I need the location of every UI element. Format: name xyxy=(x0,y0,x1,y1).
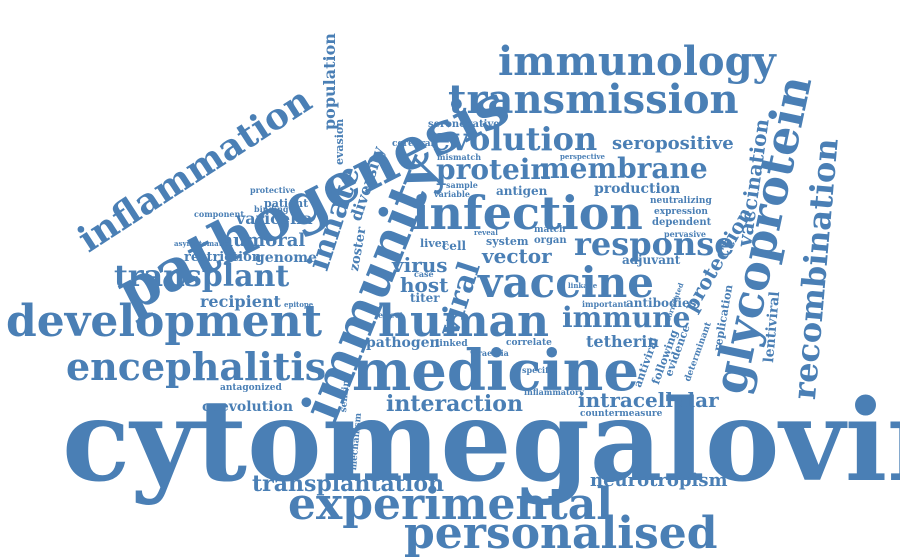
word-coevolution: coevolution xyxy=(202,399,294,415)
word-transplantation: transplantation xyxy=(252,471,444,497)
word-protective: protective xyxy=(250,185,296,195)
word-humoral: humoral xyxy=(220,230,306,251)
word-epitope: epitope xyxy=(284,300,314,309)
word-antibodies: antibodies xyxy=(626,296,697,310)
word-important: important xyxy=(582,299,628,309)
word-vaccine: vaccine xyxy=(478,258,654,307)
word-production: production xyxy=(594,181,681,197)
word-membrane: membrane xyxy=(540,152,708,185)
word-sample: sample xyxy=(446,180,478,190)
word-interaction: interaction xyxy=(386,391,523,417)
word-protein: protein xyxy=(436,153,551,186)
word-cerebral: cerebral xyxy=(392,139,434,149)
word-encephalitis: encephalitis xyxy=(66,344,327,389)
word-seropositive: seropositive xyxy=(612,133,734,154)
word-case: case xyxy=(414,269,434,279)
word-evolution: evolution xyxy=(430,120,598,158)
word-population: population xyxy=(320,33,339,130)
word-pathogen: pathogen xyxy=(366,335,440,351)
word-varicella: varicella xyxy=(236,209,313,228)
word-medicine: medicine xyxy=(352,338,640,404)
word-titer: titer xyxy=(410,291,440,305)
word-specific: specific xyxy=(522,365,556,375)
word-viraemia: viraemia xyxy=(470,348,509,358)
word-restriction: restriction xyxy=(184,250,262,265)
word-response: response xyxy=(574,225,735,263)
word-personalised: personalised xyxy=(404,508,718,559)
word-linkage: linkage xyxy=(568,281,598,290)
word-perspective: perspective xyxy=(560,152,606,161)
word-cytomegalovirus: cytomegalovirus xyxy=(62,376,900,507)
word-variable: variable xyxy=(434,189,470,199)
word-effect: effect xyxy=(378,310,404,320)
word-immunology: immunology xyxy=(498,38,776,85)
word-recipient: recipient xyxy=(200,292,281,311)
word-immune: immune xyxy=(562,301,691,334)
word-transplant: transplant xyxy=(114,259,290,294)
word-linked: linked xyxy=(436,339,468,349)
word-neutralizing: neutralizing xyxy=(650,196,712,206)
word-virus: virus xyxy=(392,253,448,277)
word-pervasive: pervasive xyxy=(664,229,707,239)
word-organ: organ xyxy=(534,235,567,246)
word-liver: liver xyxy=(420,237,448,250)
word-correlate: correlate xyxy=(506,338,552,348)
word-adjuvant: adjuvant xyxy=(622,253,681,267)
word-match: match xyxy=(534,225,566,235)
word-neurotropism: neurotropism xyxy=(590,470,728,491)
word-antagonized: antagonized xyxy=(220,383,282,393)
word-development: development xyxy=(6,296,323,347)
word-binding: binding xyxy=(254,204,289,214)
word-experimental: experimental xyxy=(288,479,613,530)
word-cell: cell xyxy=(442,239,467,253)
word-component: component xyxy=(194,209,245,219)
word-vector: vector xyxy=(482,244,552,268)
word-reveal: reveal xyxy=(474,228,498,237)
word-system: system xyxy=(486,235,529,248)
word-dependent: dependent xyxy=(652,217,712,228)
word-seronegative: seronegative xyxy=(428,119,500,130)
word-host: host xyxy=(400,273,449,297)
word-infection: infection xyxy=(412,186,643,240)
word-asymptomatic: asymptomatic xyxy=(174,239,229,248)
word-transmission: transmission xyxy=(448,76,739,123)
word-patient: patient xyxy=(264,197,309,210)
word-antigen: antigen xyxy=(496,184,548,198)
word-intracellular: intracellular xyxy=(578,388,719,412)
word-inflammatory: inflammatory xyxy=(524,387,584,397)
word-countermeasure: countermeasure xyxy=(580,409,663,419)
word-human: human xyxy=(378,296,550,347)
word-genome: genome xyxy=(255,250,317,266)
word-tetherin: tetherin xyxy=(586,332,659,351)
word-mismatch: mismatch xyxy=(437,152,482,162)
word-expression: expression xyxy=(654,207,708,217)
word-evasion: evasion xyxy=(333,118,346,165)
